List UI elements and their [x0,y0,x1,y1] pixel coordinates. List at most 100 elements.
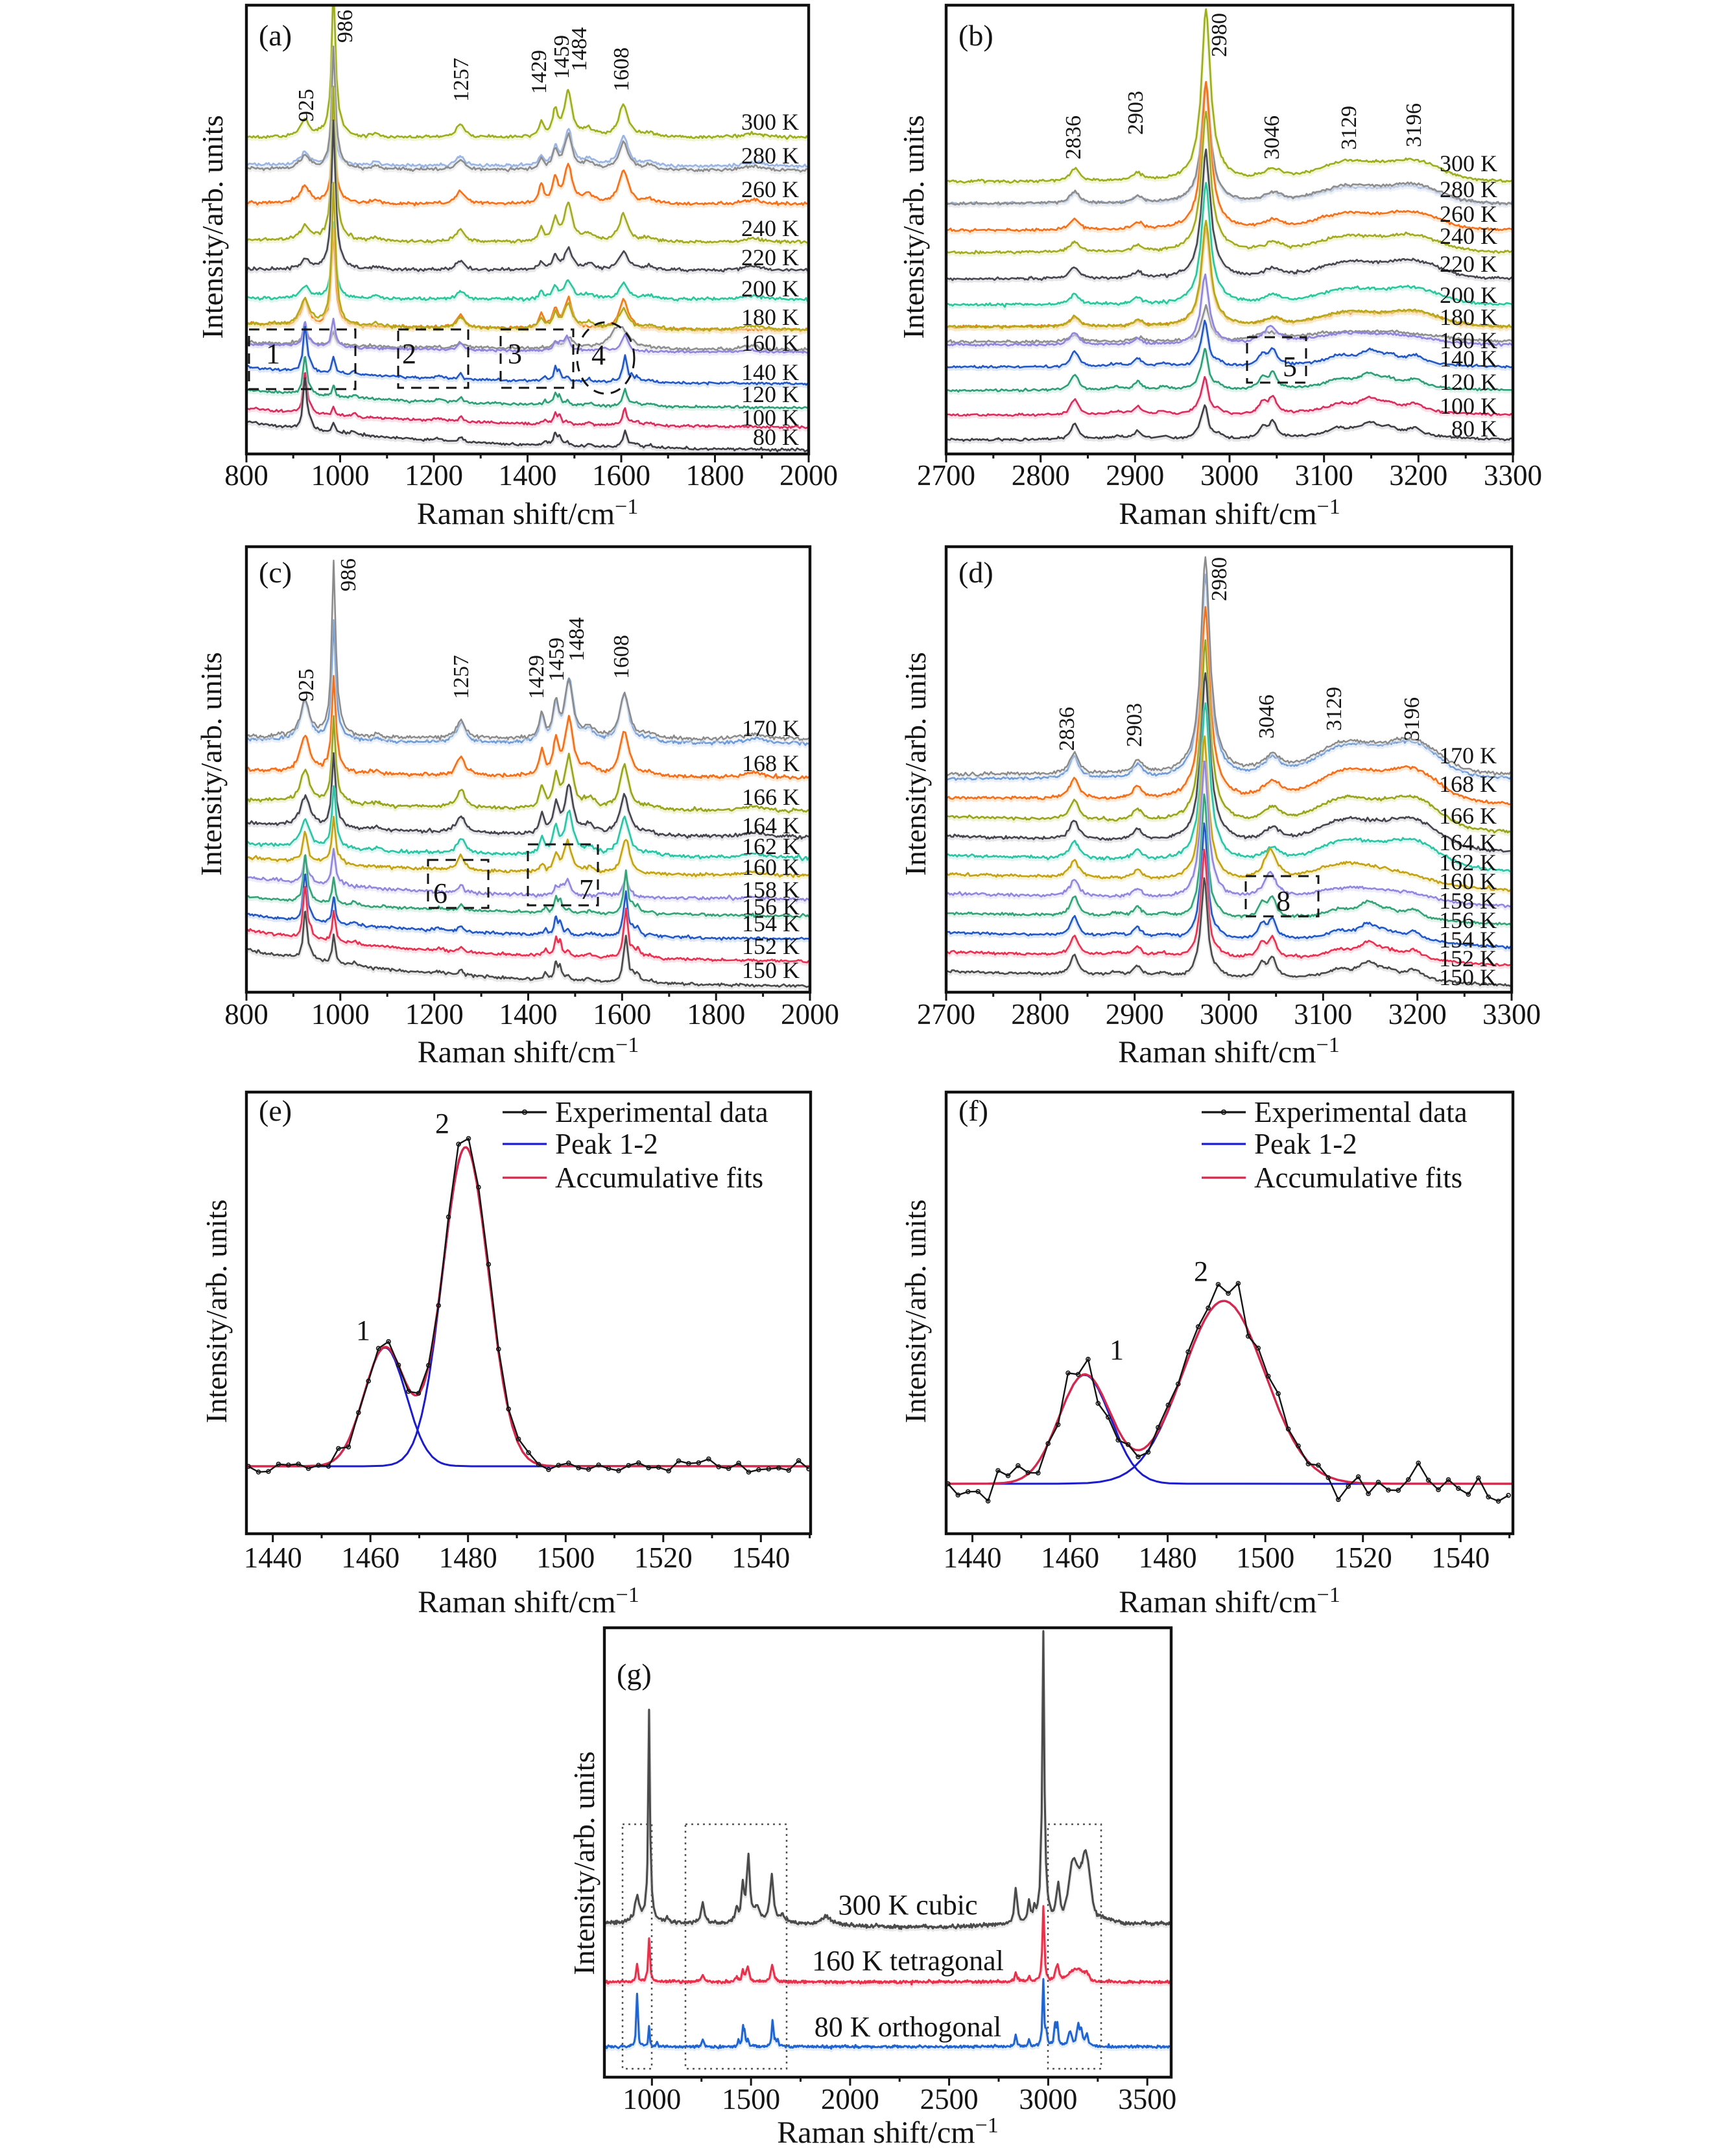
svg-text:170 K: 170 K [742,715,800,741]
svg-text:2980: 2980 [1207,557,1231,601]
svg-text:1480: 1480 [1139,1542,1197,1574]
svg-text:5: 5 [1283,351,1297,383]
svg-text:Accumulative fits: Accumulative fits [555,1161,763,1194]
svg-text:2: 2 [1194,1256,1208,1287]
svg-text:Peak 1-2: Peak 1-2 [555,1128,658,1160]
svg-text:152 K: 152 K [742,933,800,959]
svg-text:160 K tetragonal: 160 K tetragonal [812,1945,1004,1977]
svg-text:1500: 1500 [722,2083,780,2115]
svg-text:Raman shift/cm−1: Raman shift/cm−1 [1119,495,1340,531]
svg-text:Raman shift/cm−1: Raman shift/cm−1 [418,1583,639,1619]
svg-text:1459: 1459 [545,637,569,682]
svg-text:1200: 1200 [405,998,464,1030]
svg-text:220 K: 220 K [1440,251,1497,277]
svg-text:2903: 2903 [1124,91,1148,135]
svg-text:280 K: 280 K [1440,176,1497,202]
svg-text:164 K: 164 K [1439,829,1497,855]
svg-text:1000: 1000 [311,459,370,492]
svg-text:3200: 3200 [1389,459,1447,492]
svg-text:180 K: 180 K [741,304,799,330]
svg-text:1400: 1400 [499,998,558,1030]
svg-text:3046: 3046 [1260,115,1284,160]
svg-text:150 K: 150 K [742,957,800,983]
svg-text:2900: 2900 [1106,459,1164,492]
svg-text:1500: 1500 [1236,1542,1294,1574]
svg-text:1460: 1460 [1041,1542,1099,1574]
svg-text:154 K: 154 K [1439,927,1497,953]
svg-text:Intensity/arb. units: Intensity/arb. units [899,1200,932,1423]
svg-text:156 K: 156 K [742,894,800,920]
svg-text:158 K: 158 K [1439,888,1497,914]
svg-text:154 K: 154 K [742,911,800,936]
svg-text:Raman shift/cm−1: Raman shift/cm−1 [417,495,638,531]
svg-text:2700: 2700 [917,459,975,492]
svg-text:1440: 1440 [944,1542,1002,1574]
svg-text:150 K: 150 K [1439,964,1497,990]
svg-text:1000: 1000 [311,998,370,1030]
svg-text:2900: 2900 [1106,998,1164,1030]
svg-text:Experimental data: Experimental data [555,1096,768,1128]
svg-text:2980: 2980 [1207,13,1231,57]
svg-text:162 K: 162 K [1439,850,1497,875]
svg-text:3000: 3000 [1019,2083,1077,2115]
svg-text:Raman shift/cm−1: Raman shift/cm−1 [1118,1033,1339,1069]
svg-text:2836: 2836 [1055,707,1079,751]
svg-text:120 K: 120 K [741,381,799,407]
svg-text:7: 7 [579,874,593,905]
svg-text:1257: 1257 [449,655,473,699]
svg-text:Raman shift/cm−1: Raman shift/cm−1 [1119,1583,1340,1619]
svg-text:300 K cubic: 300 K cubic [838,1889,977,1921]
svg-text:Intensity/arb. units: Intensity/arb. units [897,115,930,339]
svg-text:80 K orthogonal: 80 K orthogonal [814,2011,1001,2043]
svg-text:152 K: 152 K [1439,946,1497,971]
svg-text:1500: 1500 [536,1542,595,1574]
svg-text:1440: 1440 [244,1542,302,1574]
svg-text:162 K: 162 K [742,833,800,859]
svg-text:240 K: 240 K [1440,223,1497,249]
svg-text:3100: 3100 [1294,998,1352,1030]
svg-text:1540: 1540 [1431,1542,1490,1574]
svg-text:1: 1 [356,1315,370,1346]
svg-text:3196: 3196 [1400,697,1424,741]
svg-text:1484: 1484 [567,27,591,71]
svg-text:160 K: 160 K [742,854,800,880]
svg-text:Intensity/arb. units: Intensity/arb. units [200,1200,233,1423]
svg-text:986: 986 [337,558,361,591]
svg-text:1608: 1608 [610,635,634,679]
svg-text:166 K: 166 K [1439,803,1497,829]
svg-text:160 K: 160 K [1439,868,1497,894]
svg-text:Intensity/arb. units: Intensity/arb. units [899,652,932,876]
svg-text:300 K: 300 K [741,109,799,135]
svg-text:1608: 1608 [610,47,634,91]
svg-text:2903: 2903 [1123,703,1147,747]
svg-text:1: 1 [1110,1334,1124,1366]
svg-text:170 K: 170 K [1439,743,1497,768]
svg-text:260 K: 260 K [1440,201,1497,227]
svg-text:1540: 1540 [731,1542,790,1574]
svg-text:140 K: 140 K [1440,346,1497,372]
svg-text:2000: 2000 [821,2083,879,2115]
svg-text:Intensity/arb. units: Intensity/arb. units [567,1752,600,1975]
svg-text:1800: 1800 [686,459,744,492]
svg-text:1480: 1480 [439,1542,497,1574]
svg-text:986: 986 [333,10,357,43]
svg-text:925: 925 [294,89,318,122]
svg-text:3: 3 [508,338,522,370]
svg-text:1460: 1460 [341,1542,399,1574]
svg-text:(c): (c) [259,556,292,589]
svg-text:3196: 3196 [1402,103,1426,147]
svg-text:3500: 3500 [1118,2083,1176,2115]
svg-text:Accumulative fits: Accumulative fits [1254,1161,1462,1194]
svg-text:1000: 1000 [623,2083,681,2115]
svg-text:(e): (e) [259,1094,292,1127]
svg-text:140 K: 140 K [741,359,799,385]
svg-text:1484: 1484 [565,617,589,661]
svg-text:2500: 2500 [920,2083,979,2115]
svg-text:Peak 1-2: Peak 1-2 [1254,1128,1357,1160]
svg-text:156 K: 156 K [1439,907,1497,933]
svg-text:800: 800 [224,998,268,1030]
svg-text:1429: 1429 [525,655,549,699]
svg-text:168 K: 168 K [1439,771,1497,797]
svg-text:240 K: 240 K [741,215,799,241]
svg-text:1600: 1600 [593,998,651,1030]
